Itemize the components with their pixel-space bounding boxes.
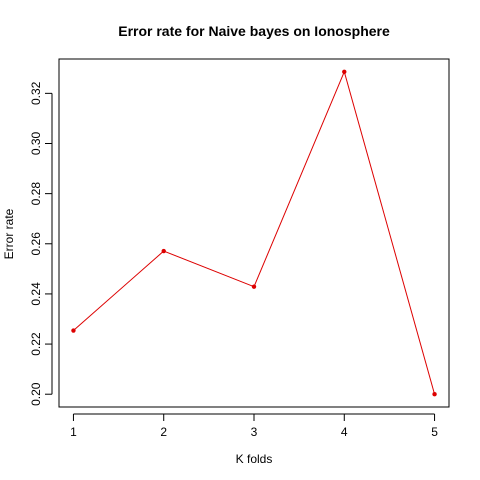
x-tick-label: 2 [160,425,167,439]
chart-title: Error rate for Naive bayes on Ionosphere [118,23,390,39]
y-tick-label: 0.32 [29,81,43,105]
x-axis-label: K folds [236,452,273,466]
data-point [161,248,166,254]
series-line-segment [253,71,345,287]
y-tick-label: 0.20 [29,382,43,406]
data-point [432,392,437,397]
series-line-segment [163,250,255,288]
y-tick-label: 0.24 [29,282,43,306]
x-tick-label: 4 [341,425,348,439]
data-point [342,69,347,74]
series-line-segment [343,71,436,395]
y-tick-label: 0.30 [29,131,43,155]
x-tick-label: 5 [431,425,438,439]
y-tick-label: 0.26 [29,232,43,256]
y-axis-label: Error rate [2,208,16,259]
data-point [251,284,257,289]
plot-frame [58,58,450,408]
series-line-segment [73,250,165,331]
y-tick-label: 0.22 [29,332,43,356]
x-tick-label: 3 [251,425,258,439]
data-point [71,328,76,333]
x-tick-label: 1 [70,425,77,439]
y-tick-label: 0.28 [29,182,43,206]
